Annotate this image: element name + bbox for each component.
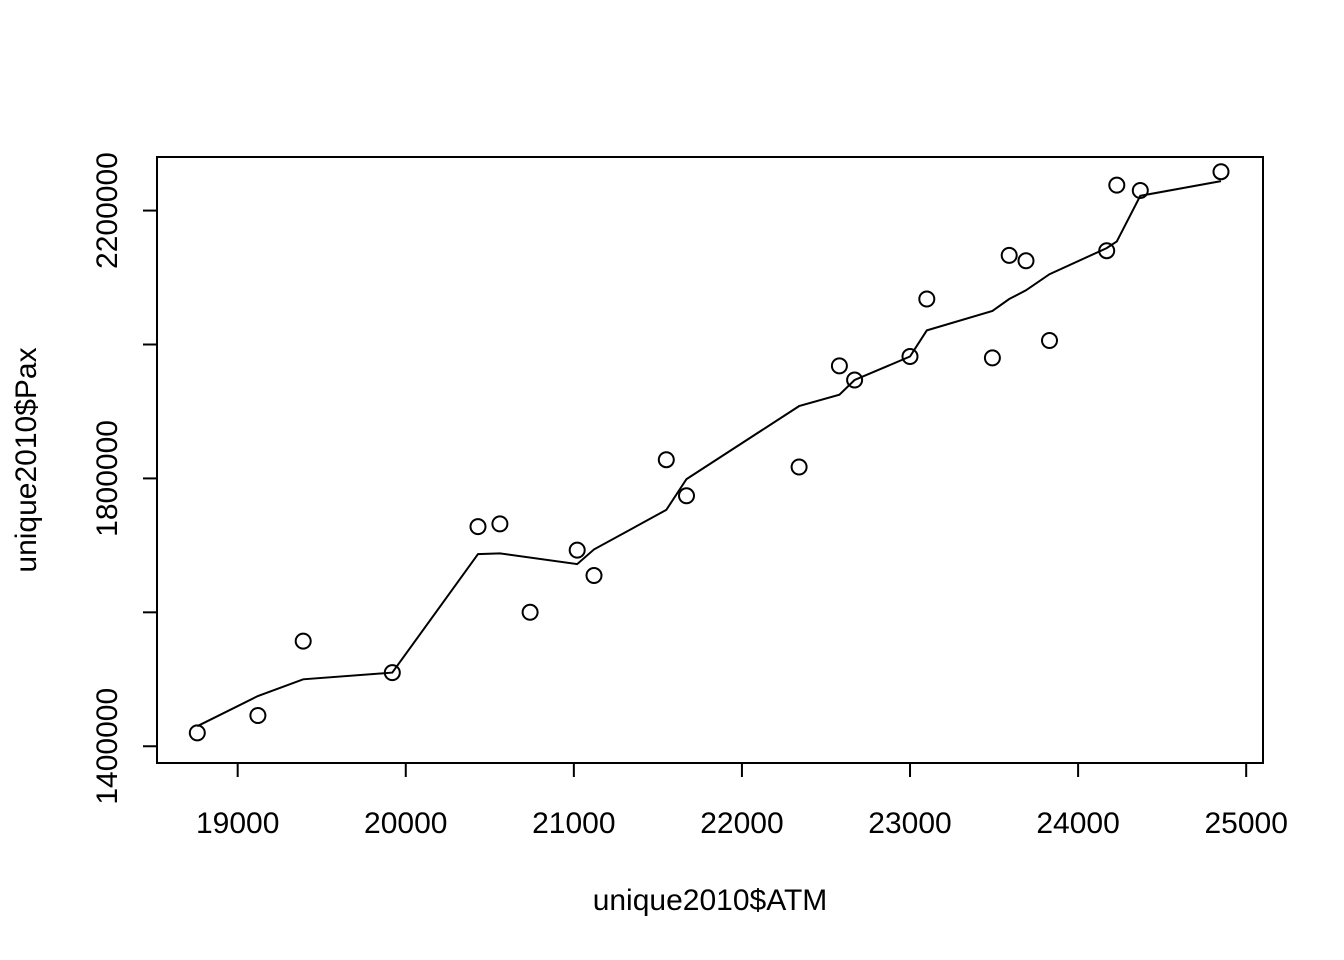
y-tick-label: 2200000 [91, 152, 124, 269]
data-point [249, 707, 267, 724]
x-tick-label: 25000 [1204, 807, 1287, 840]
data-point [491, 515, 509, 533]
data-point [383, 664, 401, 682]
x-tick-label: 21000 [532, 807, 615, 840]
y-axis: 1400000 1800000 2200000 [91, 152, 158, 805]
data-point [983, 349, 1001, 367]
data-point [657, 451, 675, 469]
y-tick-label: 1400000 [91, 688, 124, 805]
data-point [1212, 163, 1230, 181]
x-tick-label: 22000 [700, 807, 783, 840]
data-point [1000, 246, 1018, 264]
data-point [1131, 182, 1149, 199]
smooth-line [196, 180, 1222, 728]
data-point [521, 603, 539, 621]
x-axis-label: unique2010$ATM [593, 884, 828, 917]
y-axis-label: unique2010$Pax [10, 347, 43, 572]
data-point [678, 487, 695, 505]
data-points [188, 163, 1230, 742]
data-point [469, 518, 487, 536]
data-point [1098, 242, 1116, 260]
data-point [790, 458, 808, 476]
data-point [188, 724, 206, 742]
data-point [585, 567, 603, 584]
data-point [1041, 332, 1058, 349]
x-tick-label: 19000 [196, 807, 279, 840]
data-point [1017, 252, 1035, 270]
plot-frame [156, 156, 1264, 764]
x-tick-label: 24000 [1036, 807, 1119, 840]
data-point [830, 357, 848, 375]
y-tick-label: 1800000 [91, 420, 124, 537]
data-point [294, 632, 312, 650]
x-axis: 19000 20000 21000 22000 23000 24000 25000 [196, 762, 1288, 840]
data-point [846, 371, 864, 389]
data-point [1108, 176, 1126, 194]
data-point [918, 290, 936, 308]
data-point [901, 348, 919, 365]
x-tick-label: 20000 [364, 807, 447, 840]
x-tick-label: 23000 [868, 807, 951, 840]
data-point [568, 541, 586, 559]
